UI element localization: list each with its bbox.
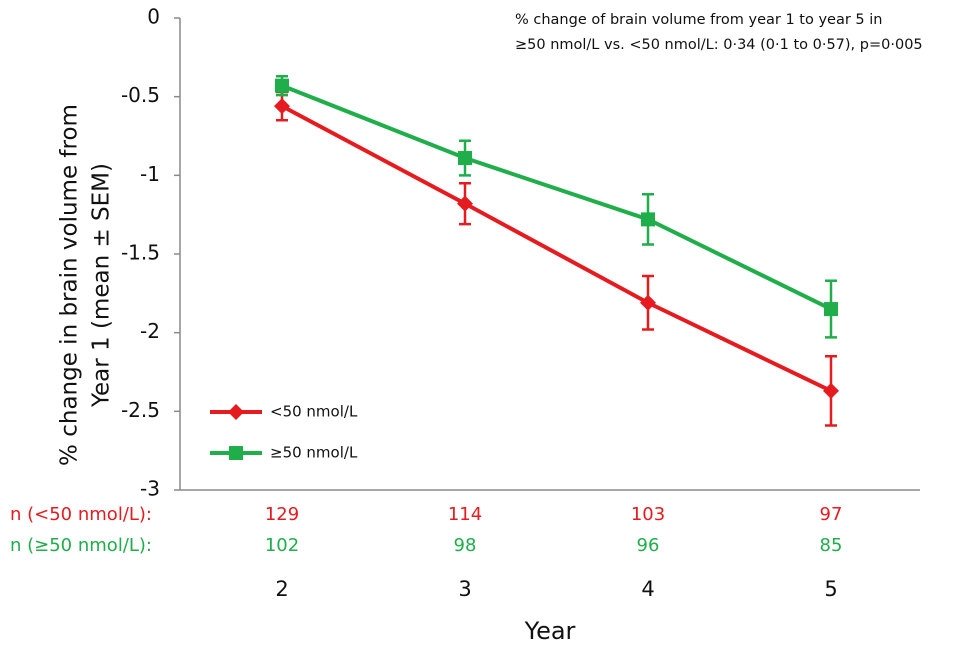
- y-axis-label: Year 1 (mean ± SEM): [89, 163, 115, 408]
- series-line: [281, 104, 832, 393]
- marker: [275, 78, 289, 93]
- y-tick-label: 0: [147, 5, 160, 29]
- annotation: ≥50 nmol/L vs. <50 nmol/L: 0·34 (0·1 to …: [515, 37, 923, 53]
- marker: [823, 382, 839, 399]
- y-tick-label: -1: [140, 162, 160, 186]
- marker: [824, 302, 838, 317]
- legend-label: ≥50 nmol/L: [270, 444, 358, 462]
- n-value: 97: [820, 504, 843, 525]
- n-value: 114: [448, 504, 482, 525]
- y-tick-label: -0.5: [121, 83, 160, 107]
- marker: [457, 195, 473, 212]
- annotation: % change of brain volume from year 1 to …: [515, 12, 882, 28]
- legend-label: <50 nmol/L: [270, 403, 358, 421]
- x-tick-label: 5: [824, 577, 837, 601]
- n-value: 98: [454, 535, 477, 556]
- n-value: 102: [265, 535, 299, 556]
- n-row-label: n (<50 nmol/L):: [10, 504, 152, 525]
- series-line: [281, 83, 832, 311]
- n-value: 96: [637, 535, 660, 556]
- x-axis-label: Year: [524, 617, 576, 645]
- n-value: 103: [631, 504, 665, 525]
- marker: [458, 151, 472, 166]
- n-row-label: n (≥50 nmol/L):: [10, 535, 152, 556]
- y-tick-label: -2.5: [121, 398, 160, 422]
- x-tick-label: 3: [458, 577, 471, 601]
- marker: [274, 98, 290, 115]
- x-tick-label: 4: [641, 577, 654, 601]
- x-tick-label: 2: [275, 577, 288, 601]
- marker: [641, 212, 655, 227]
- marker: [640, 294, 656, 311]
- marker: [229, 446, 243, 460]
- y-tick-label: -2: [140, 319, 160, 343]
- n-value: 85: [820, 535, 843, 556]
- n-value: 129: [265, 504, 299, 525]
- y-tick-label: -1.5: [121, 241, 160, 265]
- y-axis-label: % change in brain volume from: [57, 104, 83, 466]
- y-tick-label: -3: [140, 477, 160, 501]
- marker: [228, 404, 244, 420]
